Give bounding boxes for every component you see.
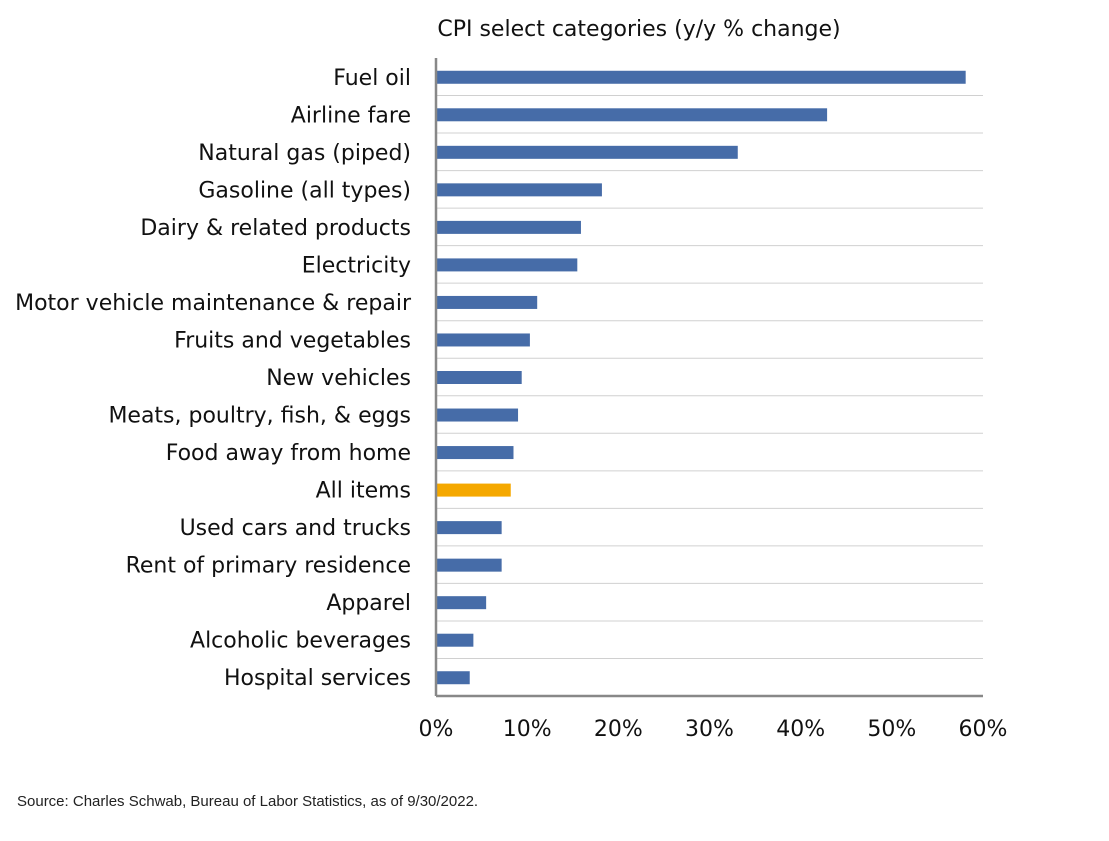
tick-label: 40% [776, 717, 825, 742]
bar [436, 295, 538, 309]
tick-label: 50% [867, 717, 916, 742]
category-label: All items [316, 479, 411, 504]
tick-label: 30% [685, 717, 734, 742]
source-note: Source: Charles Schwab, Bureau of Labor … [17, 793, 479, 810]
chart-title: CPI select categories (y/y % change) [437, 17, 840, 42]
category-label: Airline fare [291, 103, 411, 128]
bar [436, 483, 511, 497]
tick-label: 20% [594, 717, 643, 742]
tick-label: 10% [503, 717, 552, 742]
bar [436, 558, 502, 572]
bar [436, 671, 470, 685]
category-label: Meats, poultry, fish, & eggs [108, 404, 411, 429]
bar [436, 108, 828, 122]
category-label: Hospital services [224, 666, 411, 691]
bar [436, 258, 578, 272]
bar [436, 183, 602, 197]
bar [436, 371, 522, 384]
tick-label: 60% [959, 717, 1008, 742]
bar [436, 145, 738, 159]
category-label: Alcoholic beverages [190, 629, 411, 654]
category-label: Electricity [302, 253, 411, 278]
bar [436, 596, 487, 610]
bar [436, 333, 530, 347]
bar [436, 633, 474, 647]
bar [436, 408, 519, 422]
bar [436, 521, 502, 535]
category-label: Used cars and trucks [180, 516, 411, 541]
category-label: Food away from home [166, 441, 411, 466]
bar [436, 446, 514, 460]
category-label: Motor vehicle maintenance & repair [15, 291, 412, 316]
category-label: Apparel [326, 591, 411, 616]
category-label: Fruits and vegetables [174, 328, 411, 353]
category-label: Rent of primary residence [126, 554, 411, 579]
bar [436, 220, 581, 234]
bar [436, 70, 966, 84]
category-label: Fuel oil [333, 66, 411, 91]
category-label: Dairy & related products [140, 216, 411, 241]
category-label: New vehicles [266, 366, 411, 391]
category-label: Natural gas (piped) [198, 141, 411, 166]
tick-label: 0% [419, 717, 454, 742]
category-label: Gasoline (all types) [198, 178, 411, 203]
